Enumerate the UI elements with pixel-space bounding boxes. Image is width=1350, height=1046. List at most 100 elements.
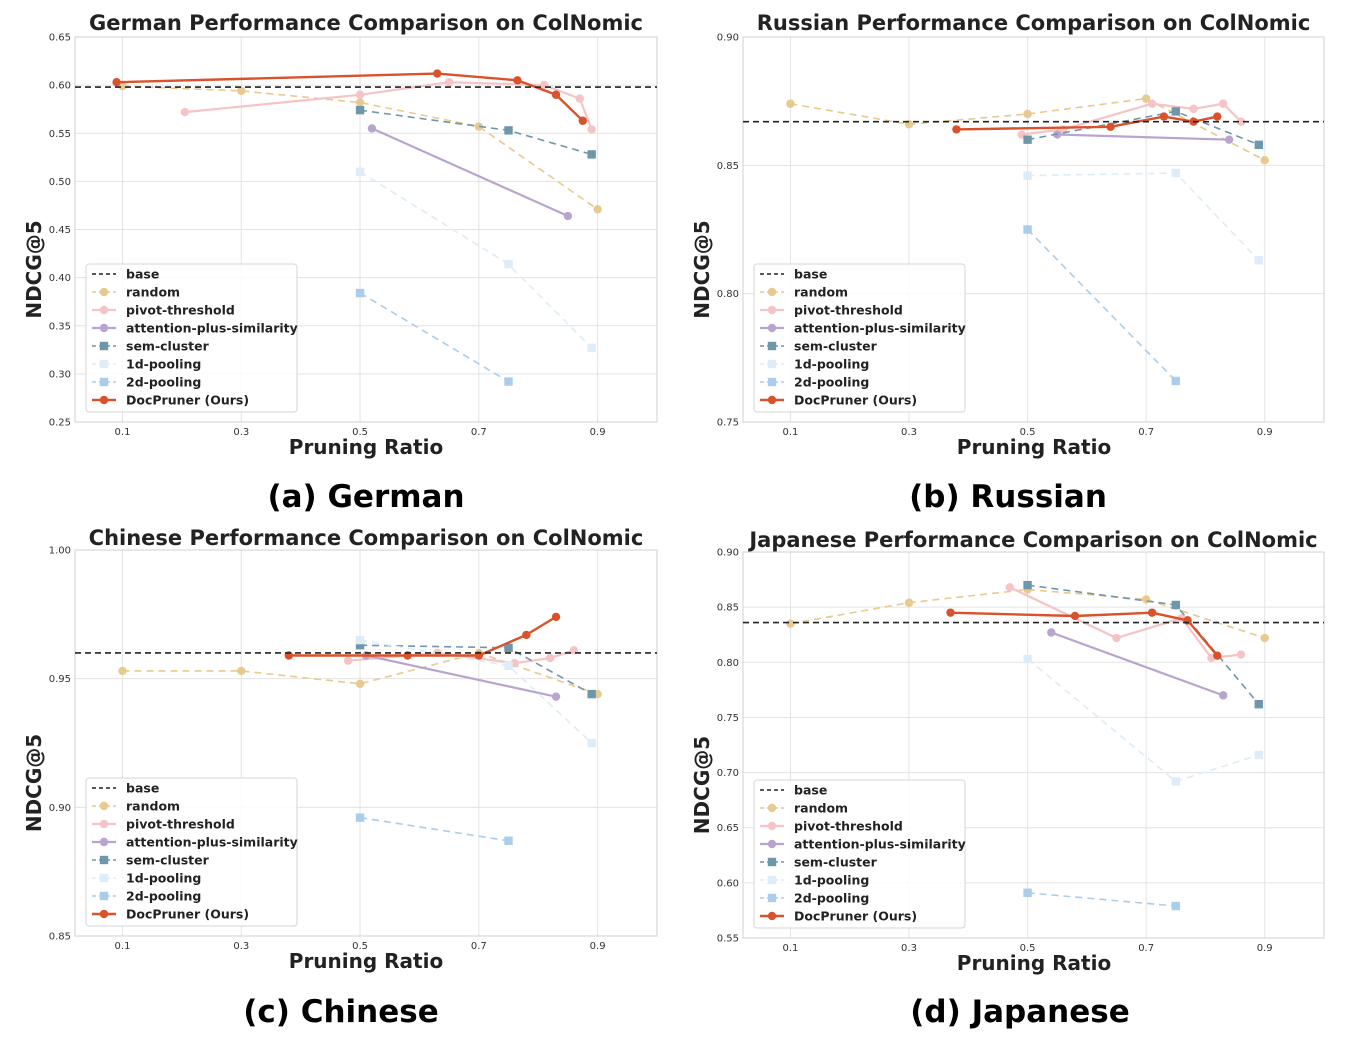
legend-label-2d-pooling: 2d-pooling — [126, 375, 201, 390]
data-point-docpruner — [1159, 112, 1169, 121]
data-point-attention-plus-similarity — [367, 124, 377, 133]
subfigure-caption: (b) Russian — [909, 479, 1107, 515]
series-line-1d-pooling — [1027, 658, 1260, 783]
data-point-1d-pooling — [1254, 256, 1263, 265]
legend-swatch-marker-2d-pooling — [99, 891, 109, 901]
series-sem-cluster — [355, 105, 596, 159]
series-line-1d-pooling — [359, 171, 593, 349]
legend-label-2d-pooling: 2d-pooling — [794, 375, 869, 390]
data-point-docpruner — [522, 630, 531, 640]
x-tick-label: 0.9 — [1257, 943, 1273, 954]
data-point-attention-plus-similarity — [1219, 691, 1228, 700]
subfigure-caption: (c) Chinese — [243, 994, 439, 1030]
series-sem-cluster — [355, 641, 596, 699]
series-line-sem-cluster — [359, 109, 592, 156]
x-axis-label: Pruning Ratio — [957, 951, 1111, 975]
legend-swatch-marker-2d-pooling — [767, 893, 777, 903]
y-tick-label: 1.00 — [49, 546, 71, 557]
series-2d-pooling — [1023, 225, 1180, 386]
x-tick-label: 0.7 — [471, 427, 487, 438]
data-point-2d-pooling — [1023, 888, 1032, 897]
legend-label-base: base — [794, 783, 827, 798]
data-point-pivot-threshold — [180, 107, 190, 117]
legend: base random pivot-threshold attention-plus-… — [753, 779, 966, 929]
x-tick-label: 0.5 — [1020, 427, 1036, 438]
legend-label-docpruner: DocPruner (Ours) — [126, 393, 249, 408]
y-tick-label: 0.80 — [717, 289, 739, 300]
legend-swatch-marker-docpruner — [99, 909, 109, 919]
x-tick-label: 0.5 — [352, 941, 368, 952]
data-point-docpruner — [946, 608, 955, 617]
legend-swatch-marker-random — [99, 801, 109, 811]
x-tick-label: 0.9 — [590, 941, 606, 952]
series-line-2d-pooling — [359, 292, 509, 383]
legend-label-docpruner: DocPruner (Ours) — [126, 907, 249, 922]
data-point-2d-pooling — [355, 288, 365, 298]
legend-label-random: random — [126, 799, 180, 814]
legend-swatch-marker-2d-pooling — [99, 377, 109, 387]
legend-label-base: base — [794, 267, 827, 282]
y-tick-label: 0.30 — [49, 369, 71, 380]
series-1d-pooling — [1023, 168, 1263, 265]
legend-swatch-marker-2d-pooling — [767, 377, 777, 387]
data-point-sem-cluster — [504, 643, 513, 652]
legend-label-pivot-threshold: pivot-threshold — [126, 303, 235, 318]
data-point-2d-pooling — [1171, 901, 1180, 911]
legend: base random pivot-threshold attention-plus-… — [753, 263, 966, 413]
legend-swatch-marker-docpruner — [767, 395, 777, 405]
data-point-2d-pooling — [1023, 225, 1032, 234]
x-tick-label: 0.3 — [233, 427, 249, 438]
data-point-sem-cluster — [355, 641, 365, 650]
legend-label-attention-plus-similarity: attention-plus-similarity — [126, 321, 298, 336]
y-tick-label: 0.50 — [49, 177, 71, 188]
x-tick-label: 0.3 — [901, 427, 917, 438]
series-line-random — [790, 588, 1265, 639]
data-point-docpruner — [1070, 611, 1080, 621]
y-tick-label: 0.70 — [717, 768, 739, 779]
data-point-docpruner — [1106, 122, 1115, 132]
x-tick-label: 0.9 — [590, 427, 606, 438]
legend-label-random: random — [794, 285, 848, 300]
plot-frame — [74, 549, 658, 937]
series-line-pivot-threshold — [184, 81, 593, 130]
y-axis-label: NDCG@5 — [22, 734, 46, 832]
chart-title: Russian Performance Comparison on ColNom… — [757, 11, 1311, 35]
legend: base random pivot-threshold attention-plus-… — [85, 777, 298, 927]
y-axis-label: NDCG@5 — [690, 736, 714, 834]
x-tick-label: 0.3 — [233, 941, 249, 952]
legend-swatch-marker-random — [767, 287, 777, 297]
data-point-random — [1260, 156, 1269, 165]
series-line-2d-pooling — [359, 816, 509, 842]
legend-label-1d-pooling: 1d-pooling — [126, 357, 201, 372]
legend-label-pivot-threshold: pivot-threshold — [126, 817, 235, 832]
legend-swatch-marker-pivot-threshold — [99, 305, 109, 315]
data-point-attention-plus-similarity — [1047, 628, 1056, 637]
legend-box — [85, 263, 298, 413]
data-point-pivot-threshold — [1236, 117, 1246, 126]
legend-swatch-marker-attention-plus-similarity — [99, 837, 109, 847]
data-point-2d-pooling — [1171, 376, 1180, 386]
legend-label-1d-pooling: 1d-pooling — [794, 873, 869, 888]
legend-swatch-marker-docpruner — [99, 395, 109, 405]
data-point-1d-pooling — [587, 738, 596, 748]
x-tick-label: 0.1 — [782, 943, 798, 954]
series-pivot-threshold — [180, 78, 596, 134]
data-point-pivot-threshold — [343, 656, 353, 665]
data-point-pivot-threshold — [1005, 583, 1014, 592]
legend-label-attention-plus-similarity: attention-plus-similarity — [794, 321, 966, 336]
data-point-1d-pooling — [587, 343, 596, 353]
data-point-random — [904, 598, 914, 607]
data-point-attention-plus-similarity — [551, 692, 561, 701]
y-tick-label: 0.85 — [717, 603, 739, 614]
data-point-pivot-threshold — [355, 90, 365, 99]
x-axis-label: Pruning Ratio — [289, 949, 443, 973]
data-point-random — [786, 619, 795, 628]
legend-swatch-marker-sem-cluster — [99, 855, 109, 865]
y-tick-label: 0.60 — [717, 878, 739, 889]
y-tick-label: 0.65 — [717, 823, 739, 834]
series-2d-pooling — [355, 288, 513, 386]
plot-frame — [742, 36, 1325, 423]
data-point-random — [786, 99, 795, 108]
data-point-sem-cluster — [1254, 699, 1263, 709]
legend-label-docpruner: DocPruner (Ours) — [794, 393, 917, 408]
